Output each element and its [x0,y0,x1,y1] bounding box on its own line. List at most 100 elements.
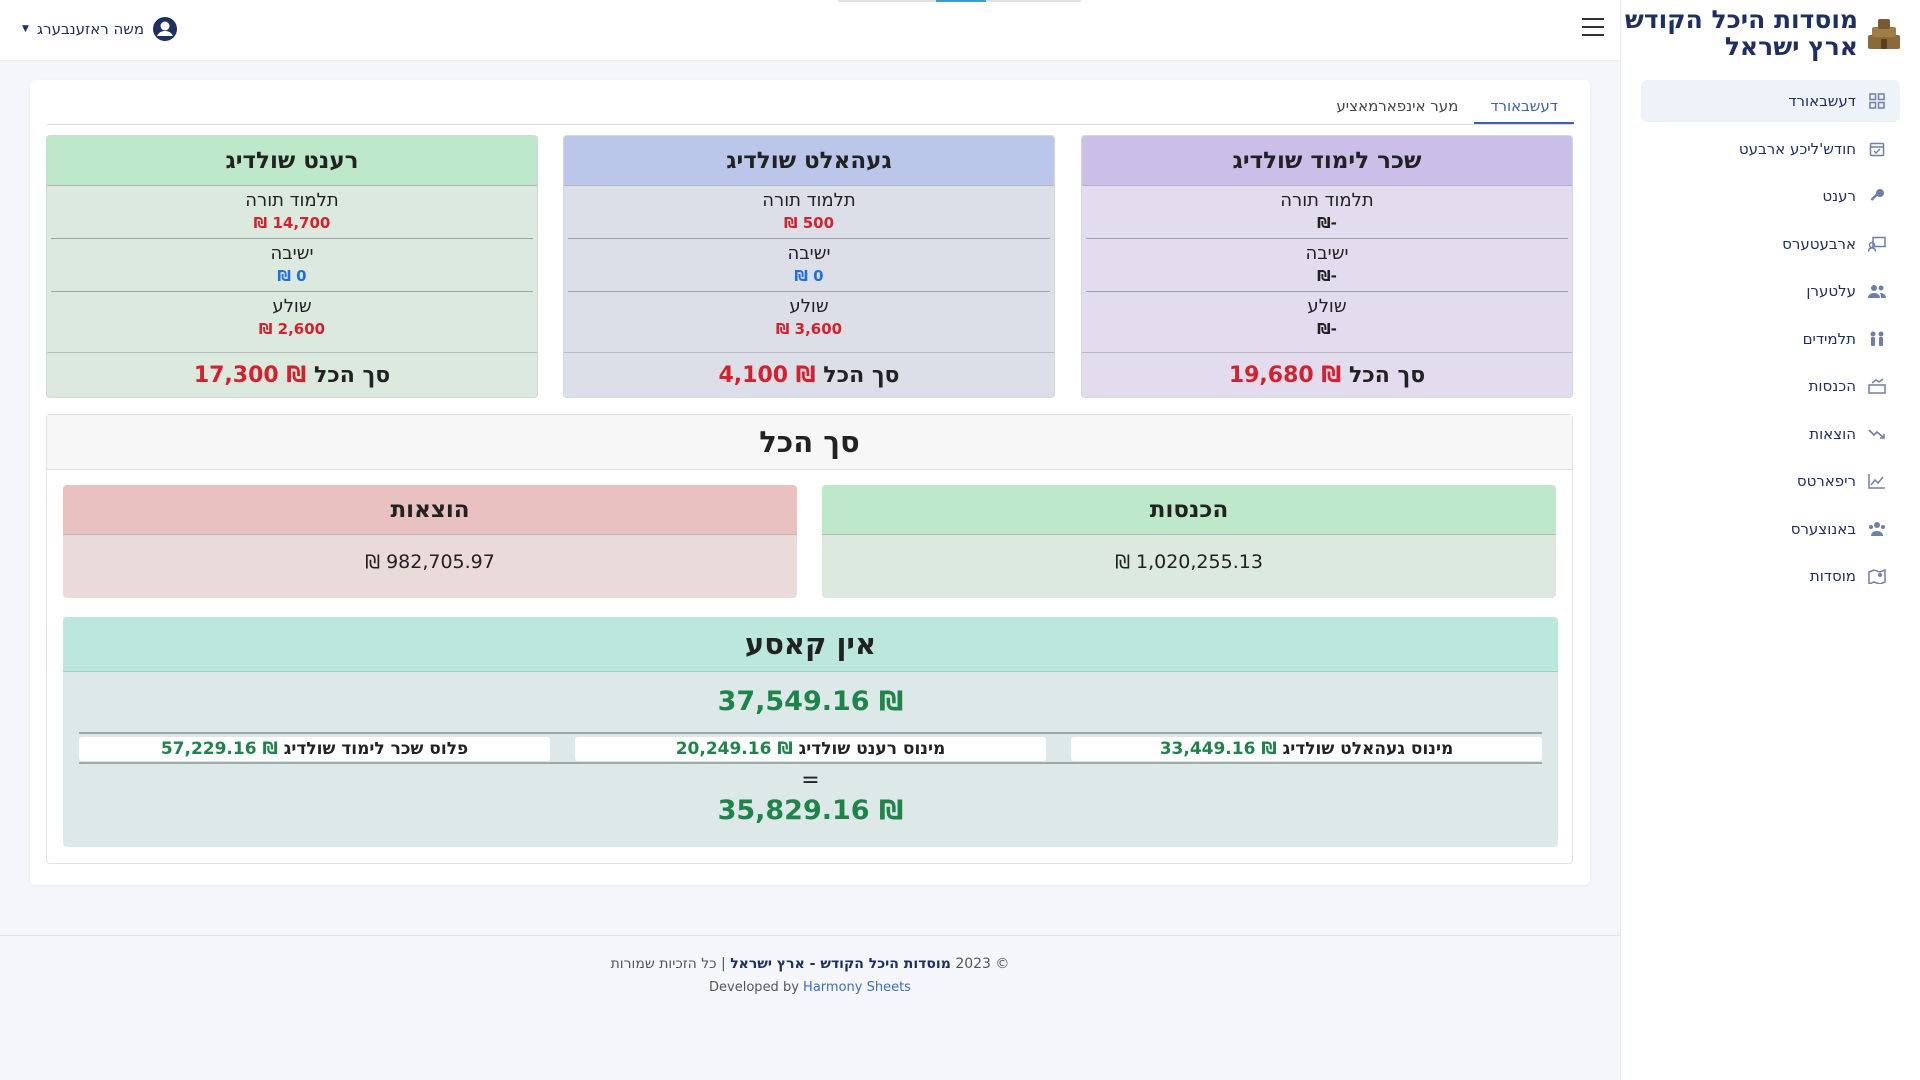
total-label: סך הכל [1348,363,1426,388]
minus-rent-value: ₪ 20,249.16 [675,739,793,759]
brand-line2: ארץ ישראל [1724,32,1858,61]
sidebar-item-label: דעשבאורד [1788,92,1856,110]
row-label: שולע [1307,296,1347,317]
tabs: דעשבאורד מער אינפארמאציע [47,90,1574,125]
tuition-owed-card: שכר לימוד שולדיג תלמוד תורה ₪- ישיבה ₪- … [1081,135,1573,398]
top-progress-bar [838,0,1081,2]
developer-link[interactable]: Harmony Sheets [803,980,911,995]
card-title: שכר לימוד שולדיג [1082,136,1572,186]
developed-by-label: Developed by [709,980,799,995]
row-value: ₪- [1317,214,1337,232]
income-icon [1868,377,1886,395]
sidebar-item-monthly-work[interactable]: חודש'ליכע ארבעט [1641,128,1900,170]
sidebar-item-parents[interactable]: עלטערן [1641,270,1900,312]
sidebar-item-label: ריפארטס [1796,472,1856,490]
plus-tuition-value: ₪ 57,229.16 [160,739,278,759]
chart-line-icon [1868,472,1886,490]
card-row: ישיבה ₪ 0 [568,239,1050,292]
row-value: ₪ 2,600 [258,320,326,338]
plus-tuition-cell: פלוס שכר לימוד שולדיג ₪ 57,229.16 [79,737,550,761]
sidebar-item-income[interactable]: הכנסות [1641,365,1900,407]
totals-panel: סך הכל הכנסות ₪ 1,020,255.13 הוצאות ₪ 98… [46,414,1573,864]
card-row: שולע ₪ 3,600 [568,292,1050,345]
row-value: ₪- [1317,267,1337,285]
sidebar-menu: דעשבאורד חודש'ליכע ארבעט רענט ארבעטערס ע… [1621,80,1920,597]
tab-more-info[interactable]: מער אינפארמאציע [1336,97,1459,115]
top-bar: ▼ משה ראזענבערג [0,0,1620,60]
cash-result: ₪ 35,829.16 [717,795,904,826]
income-box: הכנסות ₪ 1,020,255.13 [822,485,1556,598]
expenses-box: הוצאות ₪ 982,705.97 [63,485,797,598]
minus-rent-cell: מינוס רענט שולדיג ₪ 20,249.16 [575,737,1046,761]
total-label: סך הכל [823,363,900,388]
sidebar-item-label: באנוצערס [1790,519,1856,538]
sidebar-item-rent[interactable]: רענט [1641,175,1900,217]
row-value: ₪ 500 [783,214,835,232]
menu-toggle-icon[interactable] [1582,18,1604,38]
card-title: רענט שולדיג [47,136,537,186]
sidebar-item-label: ארבעטערס [1782,234,1856,253]
row-label: ישיבה [787,243,831,264]
sidebar-item-reports[interactable]: ריפארטס [1641,460,1900,502]
brand[interactable]: מוסדות היכל הקודש ארץ ישראל [1621,0,1920,60]
footer-rights: | כל הזכיות שמורות [610,956,726,972]
cash-amount: ₪ 37,549.16 [717,686,904,717]
footer-copyright: © 2023 מוסדות היכל הקודש - ארץ ישראל | כ… [0,956,1620,972]
sidebar-item-institutions[interactable]: מוסדות [1641,555,1900,597]
copyright-year: © 2023 [955,956,1010,972]
salary-owed-card: געהאלט שולדיג תלמוד תורה ₪ 500 ישיבה ₪ 0… [563,135,1055,398]
card-title: געהאלט שולדיג [564,136,1054,186]
total-value: ₪ 19,680 [1228,363,1342,388]
minus-salary-cell: מינוס געהאלט שולדיג ₪ 33,449.16 [1071,737,1542,761]
children-icon [1868,330,1886,348]
row-label: ישיבה [1305,243,1349,264]
expenses-value: ₪ 982,705.97 [365,551,495,573]
row-value: ₪ 14,700 [253,214,331,232]
sidebar-item-label: תלמידים [1802,329,1856,348]
user-menu[interactable]: ▼ משה ראזענבערג [22,16,178,42]
caret-down-icon: ▼ [22,24,29,34]
total-label: סך הכל [313,363,391,388]
user-name: משה ראזענבערג [36,20,145,38]
card-row: תלמוד תורה ₪- [1086,186,1568,239]
card-row: ישיבה ₪- [1086,239,1568,292]
minus-salary-label: מינוס געהאלט שולדיג [1282,739,1454,759]
calendar-check-icon [1868,140,1886,158]
row-label: שולע [272,296,312,317]
dashboard-card: דעשבאורד מער אינפארמאציע שכר לימוד שולדי… [30,80,1590,885]
key-icon [1868,187,1886,205]
total-value: ₪ 4,100 [718,363,816,388]
sidebar-item-expenses[interactable]: הוצאות [1641,413,1900,455]
sidebar-item-students[interactable]: תלמידים [1641,318,1900,360]
tab-dashboard[interactable]: דעשבאורד [1474,90,1574,124]
card-total: סך הכל ₪ 17,300 [47,352,537,397]
card-row: שולע ₪ 2,600 [51,292,533,345]
card-total: סך הכל ₪ 19,680 [1082,352,1572,397]
cash-calculation-row: מינוס געהאלט שולדיג ₪ 33,449.16 מינוס רע… [79,732,1542,764]
row-label: תלמוד תורה [245,190,339,211]
row-value: ₪ 0 [277,267,307,285]
sidebar-item-label: הוצאות [1809,424,1856,443]
row-label: שולע [789,296,829,317]
footer: © 2023 מוסדות היכל הקודש - ארץ ישראל | כ… [0,935,1620,995]
sidebar: מוסדות היכל הקודש ארץ ישראל דעשבאורד חוד… [1620,0,1920,1080]
dashboard-icon [1868,92,1886,110]
workers-icon [1868,235,1886,253]
cash-panel: אין קאסע ₪ 37,549.16 מינוס געהאלט שולדיג… [63,617,1558,847]
row-value: ₪ 3,600 [775,320,843,338]
temple-logo-icon [1868,19,1900,49]
sidebar-item-label: חודש'ליכע ארבעט [1738,139,1856,158]
user-circle-icon [153,17,178,41]
cash-title: אין קאסע [63,617,1558,672]
total-value: ₪ 17,300 [193,363,307,388]
sidebar-item-workers[interactable]: ארבעטערס [1641,223,1900,265]
sidebar-item-users[interactable]: באנוצערס [1641,508,1900,550]
sidebar-item-dashboard[interactable]: דעשבאורד [1641,80,1900,122]
minus-rent-label: מינוס רענט שולדיג [798,739,946,759]
sidebar-item-label: רענט [1822,187,1856,205]
row-label: ישיבה [270,243,314,264]
totals-title: סך הכל [47,415,1572,470]
card-row: תלמוד תורה ₪ 14,700 [51,186,533,239]
user-group-icon [1868,520,1886,538]
users-icon [1868,282,1886,300]
